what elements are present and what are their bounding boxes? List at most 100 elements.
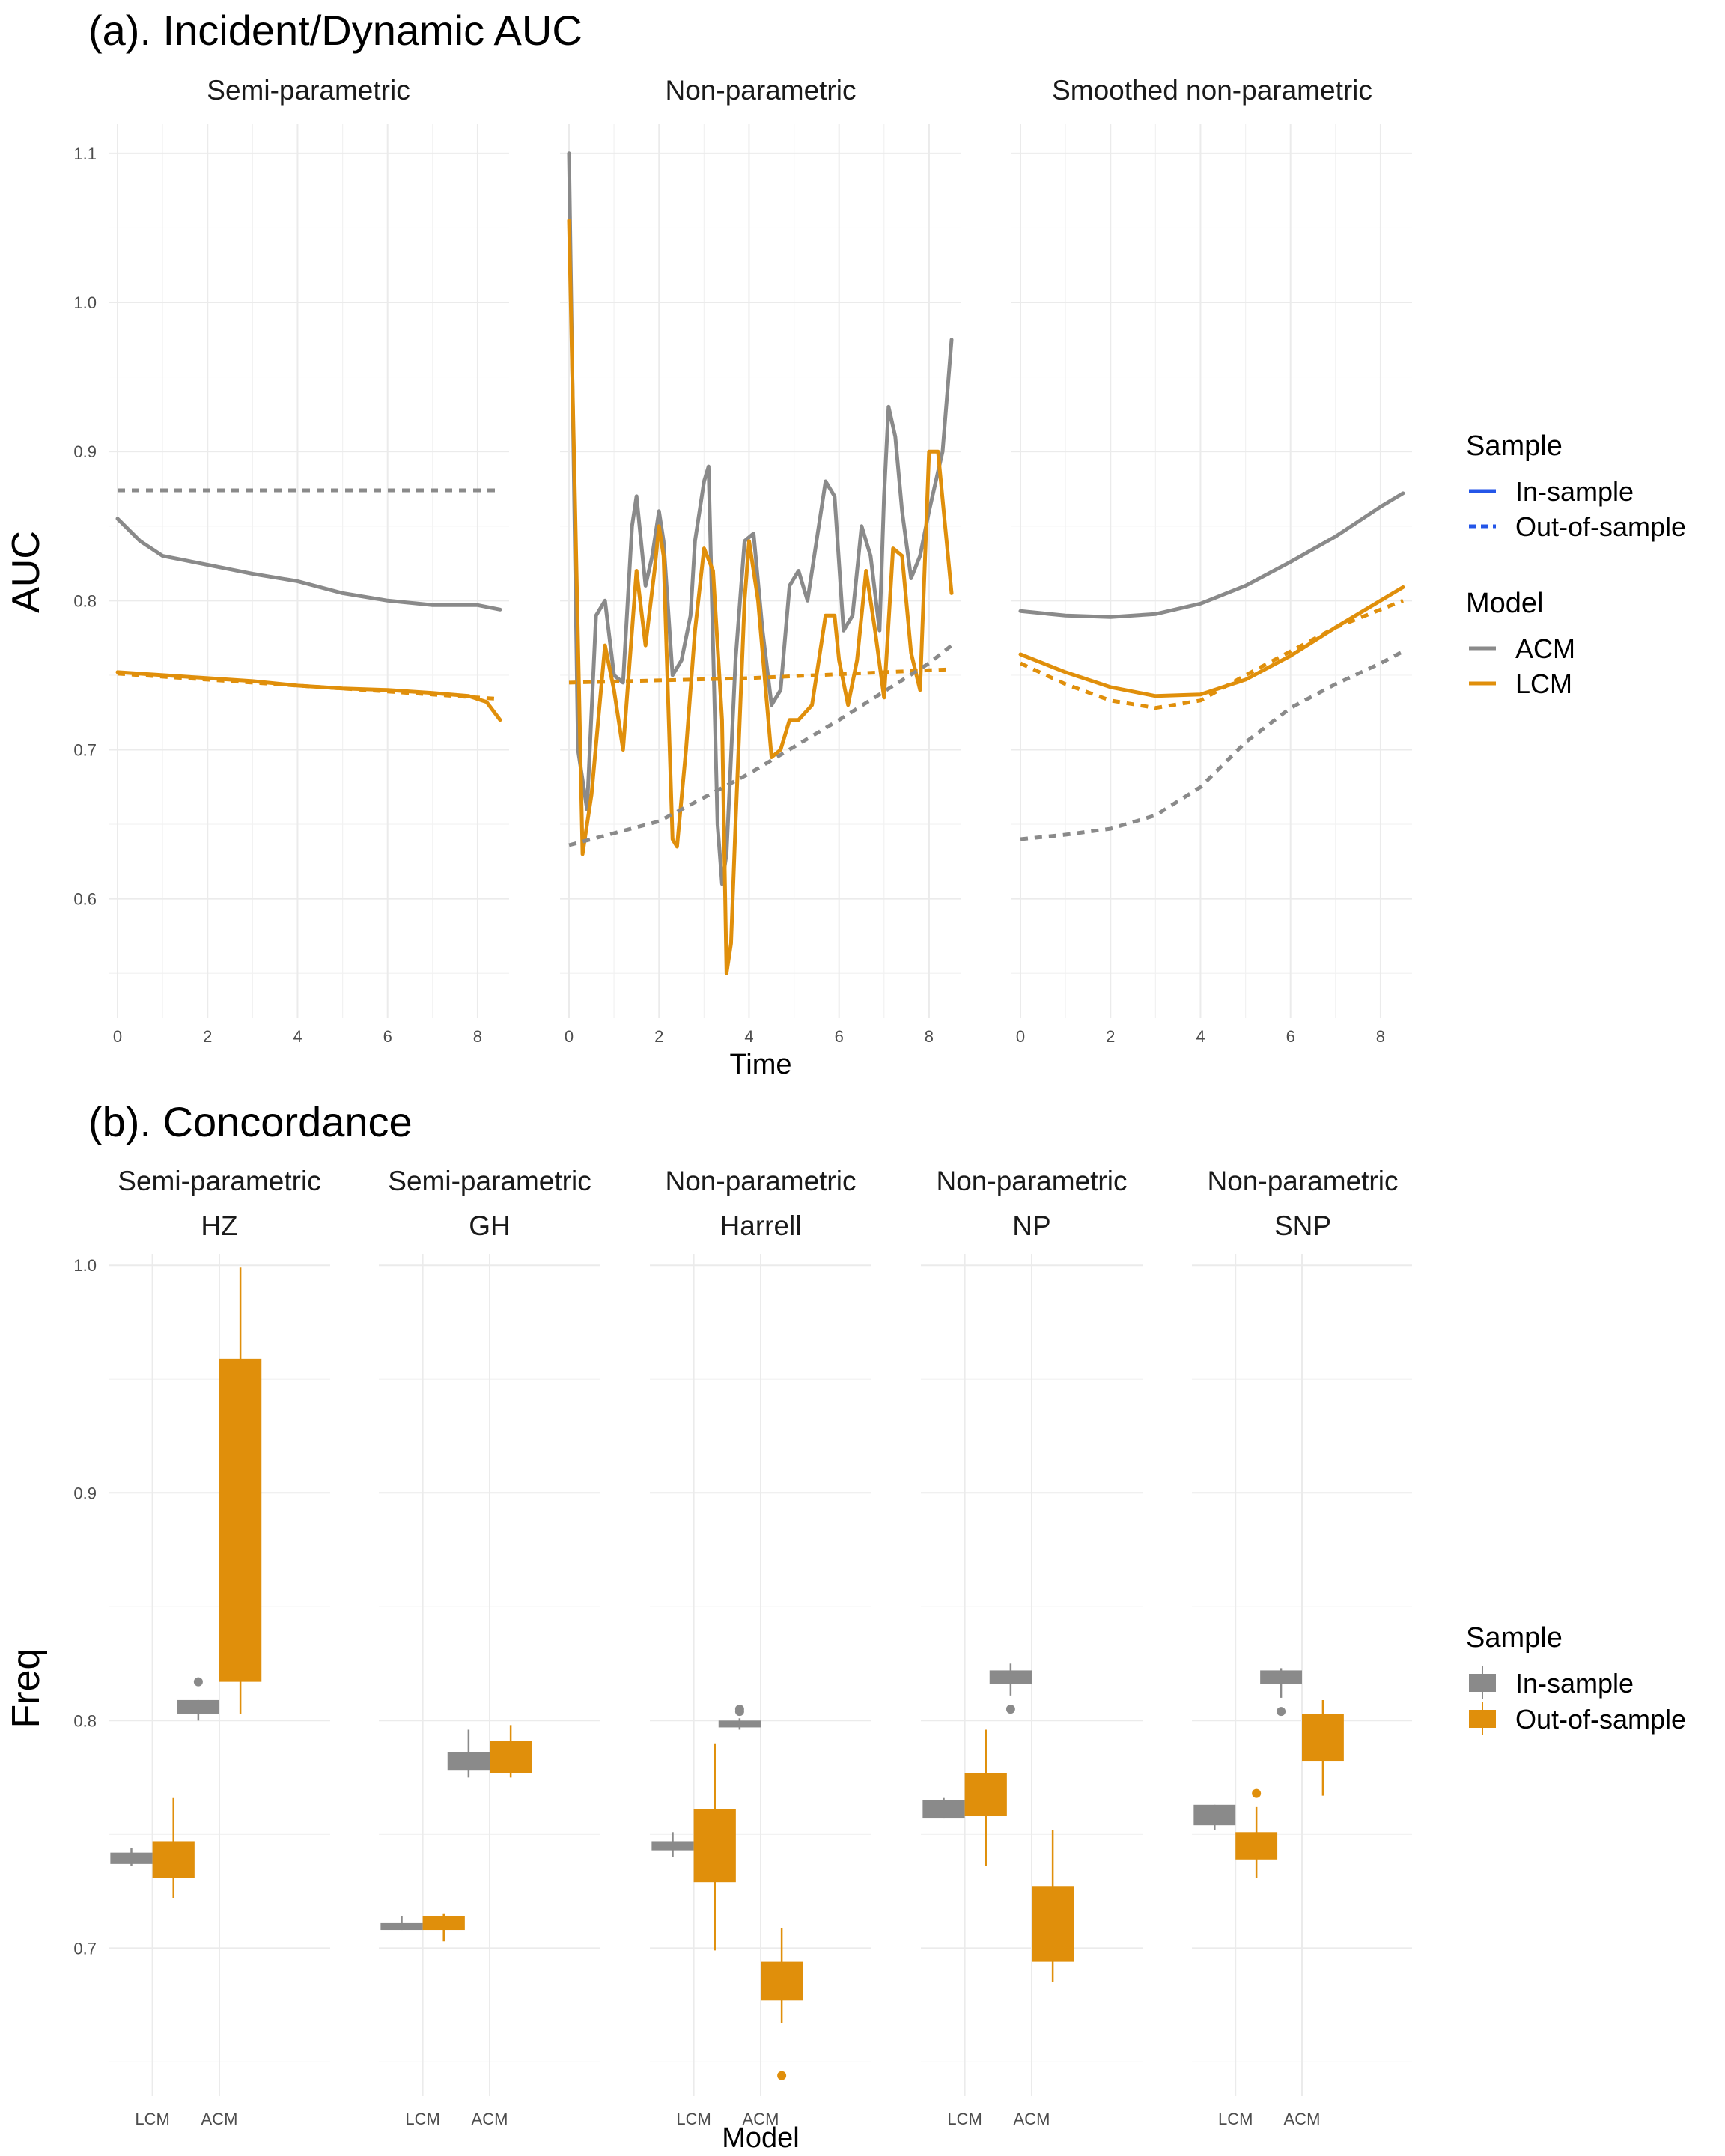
concordance-facet-5: LCM ACM: [1192, 1254, 1412, 2128]
legend-a-sample-title: Sample: [1466, 430, 1563, 462]
panel-b-facet-top-5: Non-parametric: [1208, 1166, 1399, 1196]
box-acm-in-sample: [989, 1670, 1032, 1684]
panel-a-facet-label-2: Non-parametric: [666, 75, 857, 106]
series-line-lcm-in-sample: [567, 219, 954, 975]
auc-facet-3: 0 2 4 6 8: [1011, 124, 1412, 1046]
panel-a-legend: Sample In-sample Out-of-sample Model ACM…: [1466, 430, 1686, 699]
y-tick-label: 1.0: [73, 293, 97, 312]
legend-a-in-sample-label: In-sample: [1515, 476, 1634, 507]
y-tick-label: 0.8: [73, 1711, 97, 1730]
panel-b-facet-bottom-4: NP: [1012, 1211, 1050, 1241]
x-tick-label: 2: [203, 1027, 212, 1046]
box-lcm-in-sample: [110, 1852, 153, 1864]
x-tick-label: ACM: [743, 2110, 779, 2128]
box-outlier-acm-in-sample: [1006, 1705, 1015, 1714]
x-tick-label: ACM: [201, 2110, 238, 2128]
x-tick-label: 2: [1106, 1027, 1115, 1046]
y-tick-label: 1.0: [73, 1256, 97, 1275]
y-tick-label: 0.7: [73, 1939, 97, 1958]
legend-b-in-sample-label: In-sample: [1515, 1668, 1634, 1699]
series-line-acm-in-sample: [1018, 491, 1405, 619]
box-acm-out-of-sample: [490, 1741, 532, 1773]
series-line-acm-out-of-sample: [1020, 649, 1405, 841]
x-tick-label: LCM: [676, 2110, 711, 2128]
panel-a-x-axis-title: Time: [729, 1049, 791, 1080]
panel-b-facet-top-1: Semi-parametric: [118, 1166, 320, 1196]
x-tick-label: 0: [113, 1027, 122, 1046]
panel-a-facet-label-3: Smoothed non-parametric: [1052, 75, 1372, 106]
x-tick-label: 0: [565, 1027, 574, 1046]
x-tick-label: 6: [1286, 1027, 1295, 1046]
panel-b-legend: Sample In-sample Out-of-sample: [1466, 1622, 1686, 1735]
box-acm-in-sample: [447, 1752, 490, 1771]
x-tick-label: ACM: [1284, 2110, 1321, 2128]
panel-b-facet-top-2: Semi-parametric: [388, 1166, 591, 1196]
concordance-facet-4: LCM ACM: [921, 1254, 1143, 2128]
x-tick-label: 8: [925, 1027, 934, 1046]
y-tick-label: 0.6: [73, 890, 97, 909]
concordance-facet-2: LCM ACM: [379, 1254, 600, 2128]
x-tick-label: 4: [1196, 1027, 1205, 1046]
panel-b-facet-bottom-2: GH: [469, 1211, 511, 1241]
x-tick-label: LCM: [1218, 2110, 1253, 2128]
box-acm-out-of-sample: [761, 1961, 803, 2001]
box-outlier-acm-in-sample: [734, 1705, 744, 1714]
legend-a-model-title: Model: [1466, 588, 1544, 619]
panel-b-facet-bottom-3: Harrell: [720, 1211, 802, 1241]
x-tick-label: LCM: [405, 2110, 439, 2128]
series-line-lcm-out-of-sample: [568, 667, 952, 685]
legend-b-sample-title: Sample: [1466, 1622, 1563, 1654]
auc-facet-1: 0 2 4 6 8 0.6 0.7 0.8 0.9 1.0 1.1: [73, 124, 509, 1046]
box-lcm-out-of-sample: [152, 1841, 195, 1878]
box-outlier-acm-in-sample: [193, 1677, 203, 1687]
box-outlier-acm-out-of-sample: [777, 2071, 787, 2080]
y-tick-label: 0.8: [73, 591, 97, 610]
box-lcm-out-of-sample: [964, 1773, 1007, 1817]
box-lcm-in-sample: [380, 1922, 423, 1931]
series-line-lcm-out-of-sample: [1019, 598, 1404, 710]
panel-b-facet-bottom-1: HZ: [201, 1211, 237, 1241]
legend-b-out-of-sample-label: Out-of-sample: [1515, 1704, 1686, 1735]
x-tick-label: 0: [1016, 1027, 1025, 1046]
plot-area: 0 2 4 6 8 0.6 0.7 0.8 0.9 1.0 1.1 0 2 4 6 8 0 2 4 6 8 LCM ACM 0…: [73, 124, 1412, 2128]
y-tick-label: 0.7: [73, 741, 97, 760]
panel-b-x-axis-title: Model: [722, 2122, 800, 2154]
legend-a-lcm-label: LCM: [1515, 669, 1572, 699]
panel-a-y-axis-title: AUC: [4, 531, 48, 613]
box-lcm-out-of-sample: [693, 1809, 736, 1883]
x-tick-label: ACM: [472, 2110, 508, 2128]
legend-b-in-sample-key: [1469, 1674, 1496, 1692]
legend-a-acm-label: ACM: [1515, 633, 1575, 664]
legend-a-out-of-sample-label: Out-of-sample: [1515, 511, 1686, 542]
x-tick-label: 8: [473, 1027, 482, 1046]
panel-b-y-axis-title: Freq: [4, 1648, 48, 1729]
box-lcm-in-sample: [1193, 1804, 1236, 1826]
x-tick-label: 4: [293, 1027, 302, 1046]
panel-b-facet-bottom-5: SNP: [1274, 1211, 1331, 1241]
x-tick-label: ACM: [1014, 2110, 1050, 2128]
box-acm-in-sample: [718, 1720, 761, 1728]
x-tick-label: 6: [383, 1027, 392, 1046]
series-line-acm-out-of-sample: [568, 644, 953, 847]
panel-b-facet-top-4: Non-parametric: [937, 1166, 1128, 1196]
x-tick-label: LCM: [135, 2110, 169, 2128]
series-line-acm-in-sample: [567, 151, 954, 886]
concordance-facet-1: LCM ACM 0.7 0.8 0.9 1.0: [73, 1254, 330, 2128]
concordance-facet-3: LCM ACM: [650, 1254, 871, 2128]
panel-b-facet-top-3: Non-parametric: [666, 1166, 857, 1196]
y-tick-label: 0.9: [73, 1484, 97, 1502]
series-line-lcm-out-of-sample: [117, 672, 501, 701]
panel-a-title: (a). Incident/Dynamic AUC: [88, 7, 582, 54]
x-tick-label: 6: [835, 1027, 844, 1046]
box-lcm-in-sample: [651, 1841, 694, 1851]
y-tick-label: 1.1: [73, 144, 97, 163]
x-tick-label: 4: [744, 1027, 753, 1046]
series-line-acm-in-sample: [115, 517, 502, 612]
panel-b-title: (b). Concordance: [88, 1098, 413, 1145]
box-acm-out-of-sample: [1302, 1714, 1344, 1762]
auc-facet-2: 0 2 4 6 8: [560, 124, 961, 1046]
y-tick-label: 0.9: [73, 442, 97, 461]
box-lcm-in-sample: [922, 1800, 965, 1819]
legend-b-out-of-sample-key: [1469, 1710, 1496, 1728]
